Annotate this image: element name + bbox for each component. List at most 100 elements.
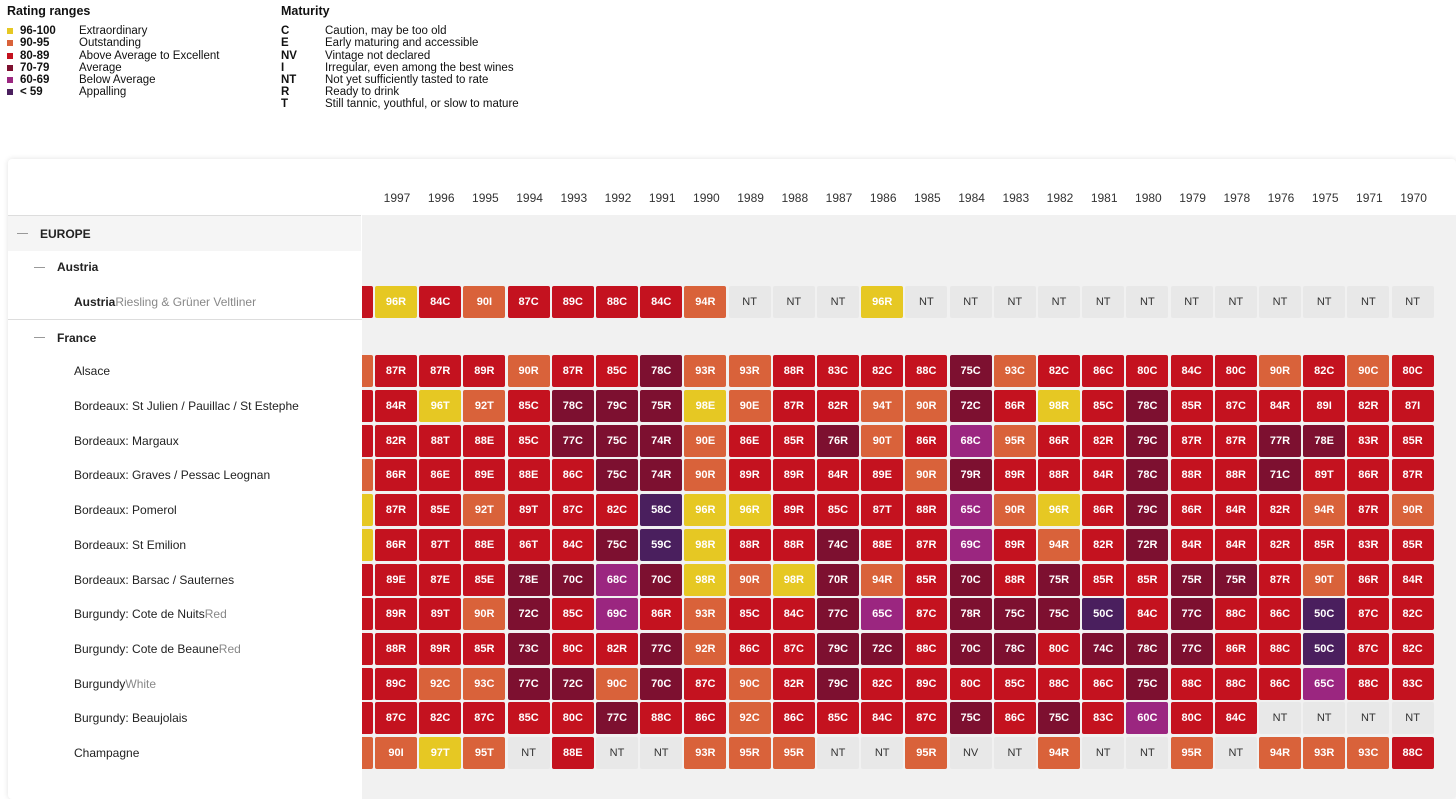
vintage-cell[interactable]: 80C <box>1391 355 1434 388</box>
vintage-cell[interactable]: 82C <box>1303 355 1346 388</box>
vintage-cell[interactable]: 85R <box>1391 528 1434 561</box>
vintage-cell[interactable]: 86R <box>905 424 948 457</box>
vintage-cell[interactable]: 88C <box>1170 667 1213 700</box>
vintage-cell[interactable]: 88C <box>905 632 948 665</box>
vintage-cell[interactable]: 87E <box>419 563 462 596</box>
year-header[interactable]: 8 1997 1996 1995 1994 1993 1992 1991 1990 1989 198… <box>362 159 1456 215</box>
vintage-cell[interactable]: 77C <box>1170 632 1213 665</box>
vintage-cell[interactable]: 86C <box>728 632 771 665</box>
year-header-1983[interactable]: 1983 <box>1002 191 1030 205</box>
vintage-cell[interactable]: 84R <box>1214 494 1257 527</box>
vintage-cell[interactable]: 75C <box>949 702 992 735</box>
vintage-cell[interactable]: 80C <box>949 667 992 700</box>
vintage-cell[interactable]: NT <box>905 285 948 318</box>
row-label-region[interactable]: EUROPE <box>8 215 361 251</box>
vintage-cell[interactable]: 87R <box>375 355 417 388</box>
collapse-icon[interactable] <box>34 337 45 339</box>
vintage-cell[interactable]: 78C <box>1126 632 1169 665</box>
vintage-cell[interactable]: 90E <box>728 390 771 422</box>
vintage-cell[interactable]: 88R <box>1170 459 1213 492</box>
vintage-cell[interactable]: 92R <box>684 632 727 665</box>
vintage-cell[interactable]: NT <box>1214 285 1257 318</box>
vintage-cell[interactable]: 85C <box>1082 390 1125 422</box>
vintage-cell[interactable]: 79C <box>817 667 859 700</box>
vintage-cell[interactable]: 82R <box>772 667 815 700</box>
vintage-cell[interactable]: 88C <box>1259 632 1301 665</box>
vintage-cell[interactable]: 89E <box>861 459 904 492</box>
year-header-1994[interactable]: 1994 <box>516 191 543 205</box>
vintage-cell[interactable]: 88C <box>1391 737 1434 769</box>
vintage-cell[interactable]: 84C <box>640 285 683 318</box>
vintage-cell[interactable]: 85R <box>1082 563 1125 596</box>
vintage-cell[interactable]: 72C <box>949 390 992 422</box>
year-header-1978[interactable]: 1978 <box>1223 191 1251 205</box>
vintage-cell[interactable]: 82R <box>1259 528 1301 561</box>
vintage-cell[interactable]: 87C <box>463 702 506 735</box>
vintage-cell[interactable]: 82R <box>1082 528 1125 561</box>
vintage-cell[interactable]: 79C <box>1126 424 1169 457</box>
year-header-1997[interactable]: 1997 <box>383 191 411 205</box>
vintage-cell[interactable]: NT <box>949 285 992 318</box>
vintage-cell[interactable]: NT <box>1391 285 1434 318</box>
vintage-cell[interactable]: NT <box>1082 737 1125 769</box>
vintage-cell[interactable]: 82C <box>861 667 904 700</box>
vintage-cell[interactable]: 84R <box>1391 563 1434 596</box>
vintage-cell[interactable]: 90R <box>684 459 727 492</box>
year-header-1982[interactable]: 1982 <box>1046 191 1074 205</box>
vintage-cell[interactable]: 85C <box>728 598 771 631</box>
vintage-cell[interactable]: 86C <box>1082 667 1125 700</box>
vintage-cell[interactable]: 88C <box>596 285 638 318</box>
vintage-cell[interactable]: 87C <box>1214 390 1257 422</box>
vintage-cell[interactable]: 96R <box>375 285 417 318</box>
vintage-cell[interactable]: 90C <box>596 667 638 700</box>
vintage-cell[interactable]: 84C <box>861 702 904 735</box>
vintage-cell[interactable]: 95T <box>463 737 506 769</box>
vintage-cell[interactable]: 89E <box>375 563 417 596</box>
vintage-cell[interactable]: 83R <box>1347 528 1390 561</box>
vintage-cell[interactable]: 88C <box>905 355 948 388</box>
vintage-cell[interactable]: 74R <box>640 459 683 492</box>
year-header-1990[interactable]: 1990 <box>693 191 720 205</box>
year-header-1989[interactable]: 1989 <box>737 191 764 205</box>
vintage-cell[interactable]: 89R <box>375 598 417 631</box>
vintage-cell[interactable]: 82C <box>1038 355 1080 388</box>
vintage-cell[interactable]: 86C <box>1259 598 1301 631</box>
vintage-cell[interactable]: 98R <box>772 563 815 596</box>
vintage-cell[interactable]: 78E <box>1303 424 1346 457</box>
year-header-1993[interactable]: 1993 <box>560 191 588 205</box>
vintage-cell[interactable]: 77C <box>1170 598 1213 631</box>
vintage-cell[interactable]: 72C <box>507 598 550 631</box>
vintage-cell[interactable]: NT <box>1347 285 1390 318</box>
vintage-cell[interactable]: 82R <box>817 390 859 422</box>
vintage-cell[interactable]: 94R <box>861 563 904 596</box>
vintage-cell[interactable]: 80C <box>1038 632 1080 665</box>
row-label-country[interactable]: Austria <box>8 250 378 285</box>
vintage-cell[interactable]: 82R <box>596 632 638 665</box>
vintage-cell[interactable]: 90R <box>728 563 771 596</box>
vintage-cell[interactable]: 82C <box>1391 598 1434 631</box>
vintage-cell[interactable]: 69C <box>596 598 638 631</box>
vintage-cell[interactable]: 80C <box>1214 355 1257 388</box>
vintage-cell[interactable]: 89I <box>1303 390 1346 422</box>
vintage-cell[interactable]: 73C <box>507 632 550 665</box>
vintage-cell[interactable]: 71C <box>1259 459 1301 492</box>
vintage-cell[interactable]: NT <box>1126 285 1169 318</box>
year-header-1992[interactable]: 1992 <box>604 191 632 205</box>
vintage-cell[interactable]: 89R <box>772 459 815 492</box>
vintage-cell[interactable]: 85R <box>1126 563 1169 596</box>
vintage-cell[interactable]: 86T <box>507 528 550 561</box>
vintage-cell[interactable]: 50C <box>1303 598 1346 631</box>
vintage-cell[interactable]: 60C <box>1126 702 1169 735</box>
vintage-cell[interactable]: 86C <box>551 459 594 492</box>
vintage-cell[interactable]: 90R <box>1259 355 1301 388</box>
vintage-cell[interactable]: 86C <box>1259 667 1301 700</box>
year-header-1981[interactable]: 1981 <box>1090 191 1118 205</box>
vintage-cell[interactable]: 89T <box>419 598 462 631</box>
vintage-cell[interactable]: 69C <box>949 528 992 561</box>
vintage-cell[interactable]: 84R <box>1259 390 1301 422</box>
vintage-cell[interactable]: 74C <box>1082 632 1125 665</box>
vintage-cell[interactable]: 70C <box>949 563 992 596</box>
vintage-cell[interactable]: 75C <box>596 528 638 561</box>
vintage-cell[interactable]: 86C <box>772 702 815 735</box>
vintage-cell[interactable]: 87R <box>1347 494 1390 527</box>
